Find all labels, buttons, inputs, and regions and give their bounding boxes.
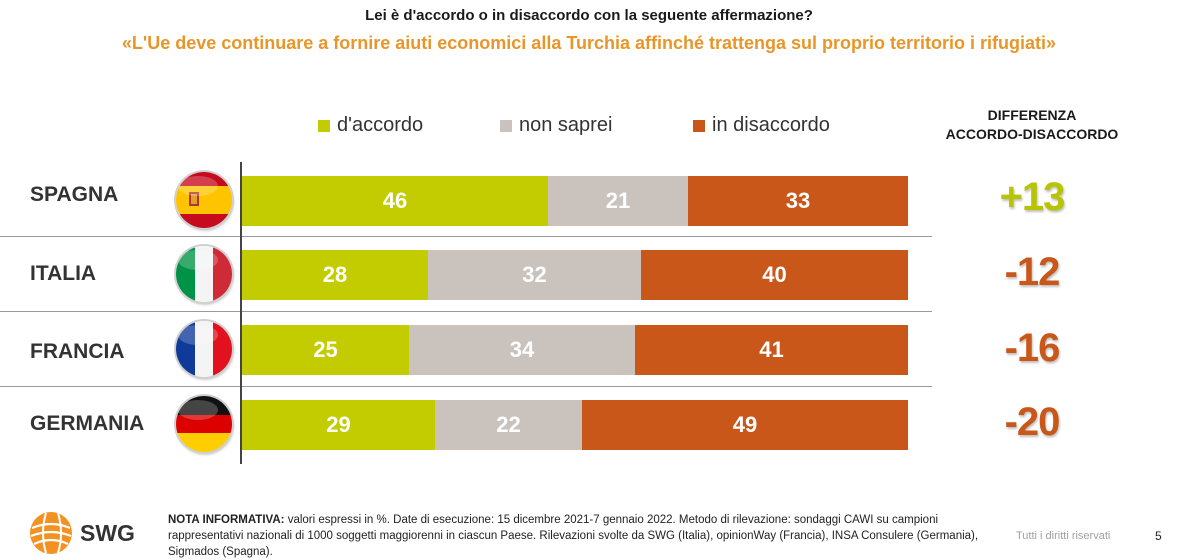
bar-segment: 25	[242, 325, 409, 375]
data-label: 29	[326, 412, 351, 437]
country-label: ITALIA	[30, 262, 97, 285]
flag-spain-icon	[176, 172, 232, 228]
page-number: 5	[1155, 529, 1162, 543]
legend-label: d'accordo	[337, 114, 424, 136]
row-separator	[0, 311, 932, 312]
country-label: SPAGNA	[30, 183, 119, 206]
difference-header-line2: ACCORDO-DISACCORDO	[945, 126, 1119, 142]
bar-segment: 34	[409, 325, 635, 375]
statement-title: «L'Ue deve continuare a fornire aiuti ec…	[121, 33, 1057, 53]
bar-segment: 33	[688, 176, 908, 226]
row-separator	[0, 386, 932, 387]
legend-swatch	[318, 119, 330, 132]
bar-segment: 41	[635, 325, 908, 375]
difference-value: -12	[1004, 250, 1061, 294]
difference-header-line1: DIFFERENZA	[987, 107, 1077, 123]
flag-germany-icon	[176, 396, 232, 452]
bar-segment: 46	[242, 176, 548, 226]
legend-swatch	[693, 119, 705, 132]
bar-segment: 29	[242, 400, 435, 450]
difference-value: +13	[999, 175, 1066, 219]
difference-header: DIFFERENZA ACCORDO-DISACCORDO	[932, 106, 1132, 144]
difference-value: -20	[1004, 400, 1061, 444]
legend-item: non saprei	[500, 114, 612, 137]
legend-label: in disaccordo	[712, 114, 830, 136]
data-label: 41	[759, 337, 784, 362]
legend-label: non saprei	[519, 114, 613, 136]
swg-logo: SWG	[28, 510, 135, 556]
question-title: Lei è d'accordo o in disaccordo con la s…	[365, 7, 813, 24]
bar-segment: 32	[428, 250, 641, 300]
legend-item: d'accordo	[318, 114, 423, 137]
bar-segment: 49	[582, 400, 908, 450]
data-label: 49	[732, 412, 758, 437]
data-label: 22	[496, 412, 521, 437]
legend-swatch	[500, 119, 512, 132]
bar-segment: 40	[641, 250, 908, 300]
bar-segment: 22	[435, 400, 582, 450]
data-label: 40	[762, 262, 787, 287]
data-label: 33	[785, 188, 811, 213]
logo-text: SWG	[80, 519, 135, 546]
flag-france-icon	[176, 321, 232, 377]
row-separator	[0, 236, 932, 237]
country-label: FRANCIA	[30, 340, 125, 363]
info-note-title: NOTA INFORMATIVA:	[168, 514, 285, 526]
bar-segment: 28	[242, 250, 428, 300]
flag-italy-icon	[176, 246, 232, 302]
data-label: 46	[382, 188, 408, 213]
data-label: 28	[322, 262, 348, 287]
data-label: 21	[605, 188, 631, 213]
info-note: NOTA INFORMATIVA: valori espressi in %. …	[168, 512, 988, 560]
swg-globe-icon	[30, 512, 72, 554]
bar-segment: 21	[548, 176, 688, 226]
legend-item: in disaccordo	[693, 114, 830, 137]
rights-notice: Tutti i diritti riservati	[1016, 530, 1111, 542]
data-label: 32	[522, 262, 547, 287]
data-label: 34	[509, 337, 535, 362]
country-label: GERMANIA	[30, 412, 145, 435]
chart-axis-line	[240, 162, 242, 464]
data-label: 25	[313, 337, 338, 362]
info-note-text: valori espressi in %. Date di esecuzione…	[168, 514, 979, 558]
difference-value: -16	[1004, 326, 1061, 370]
